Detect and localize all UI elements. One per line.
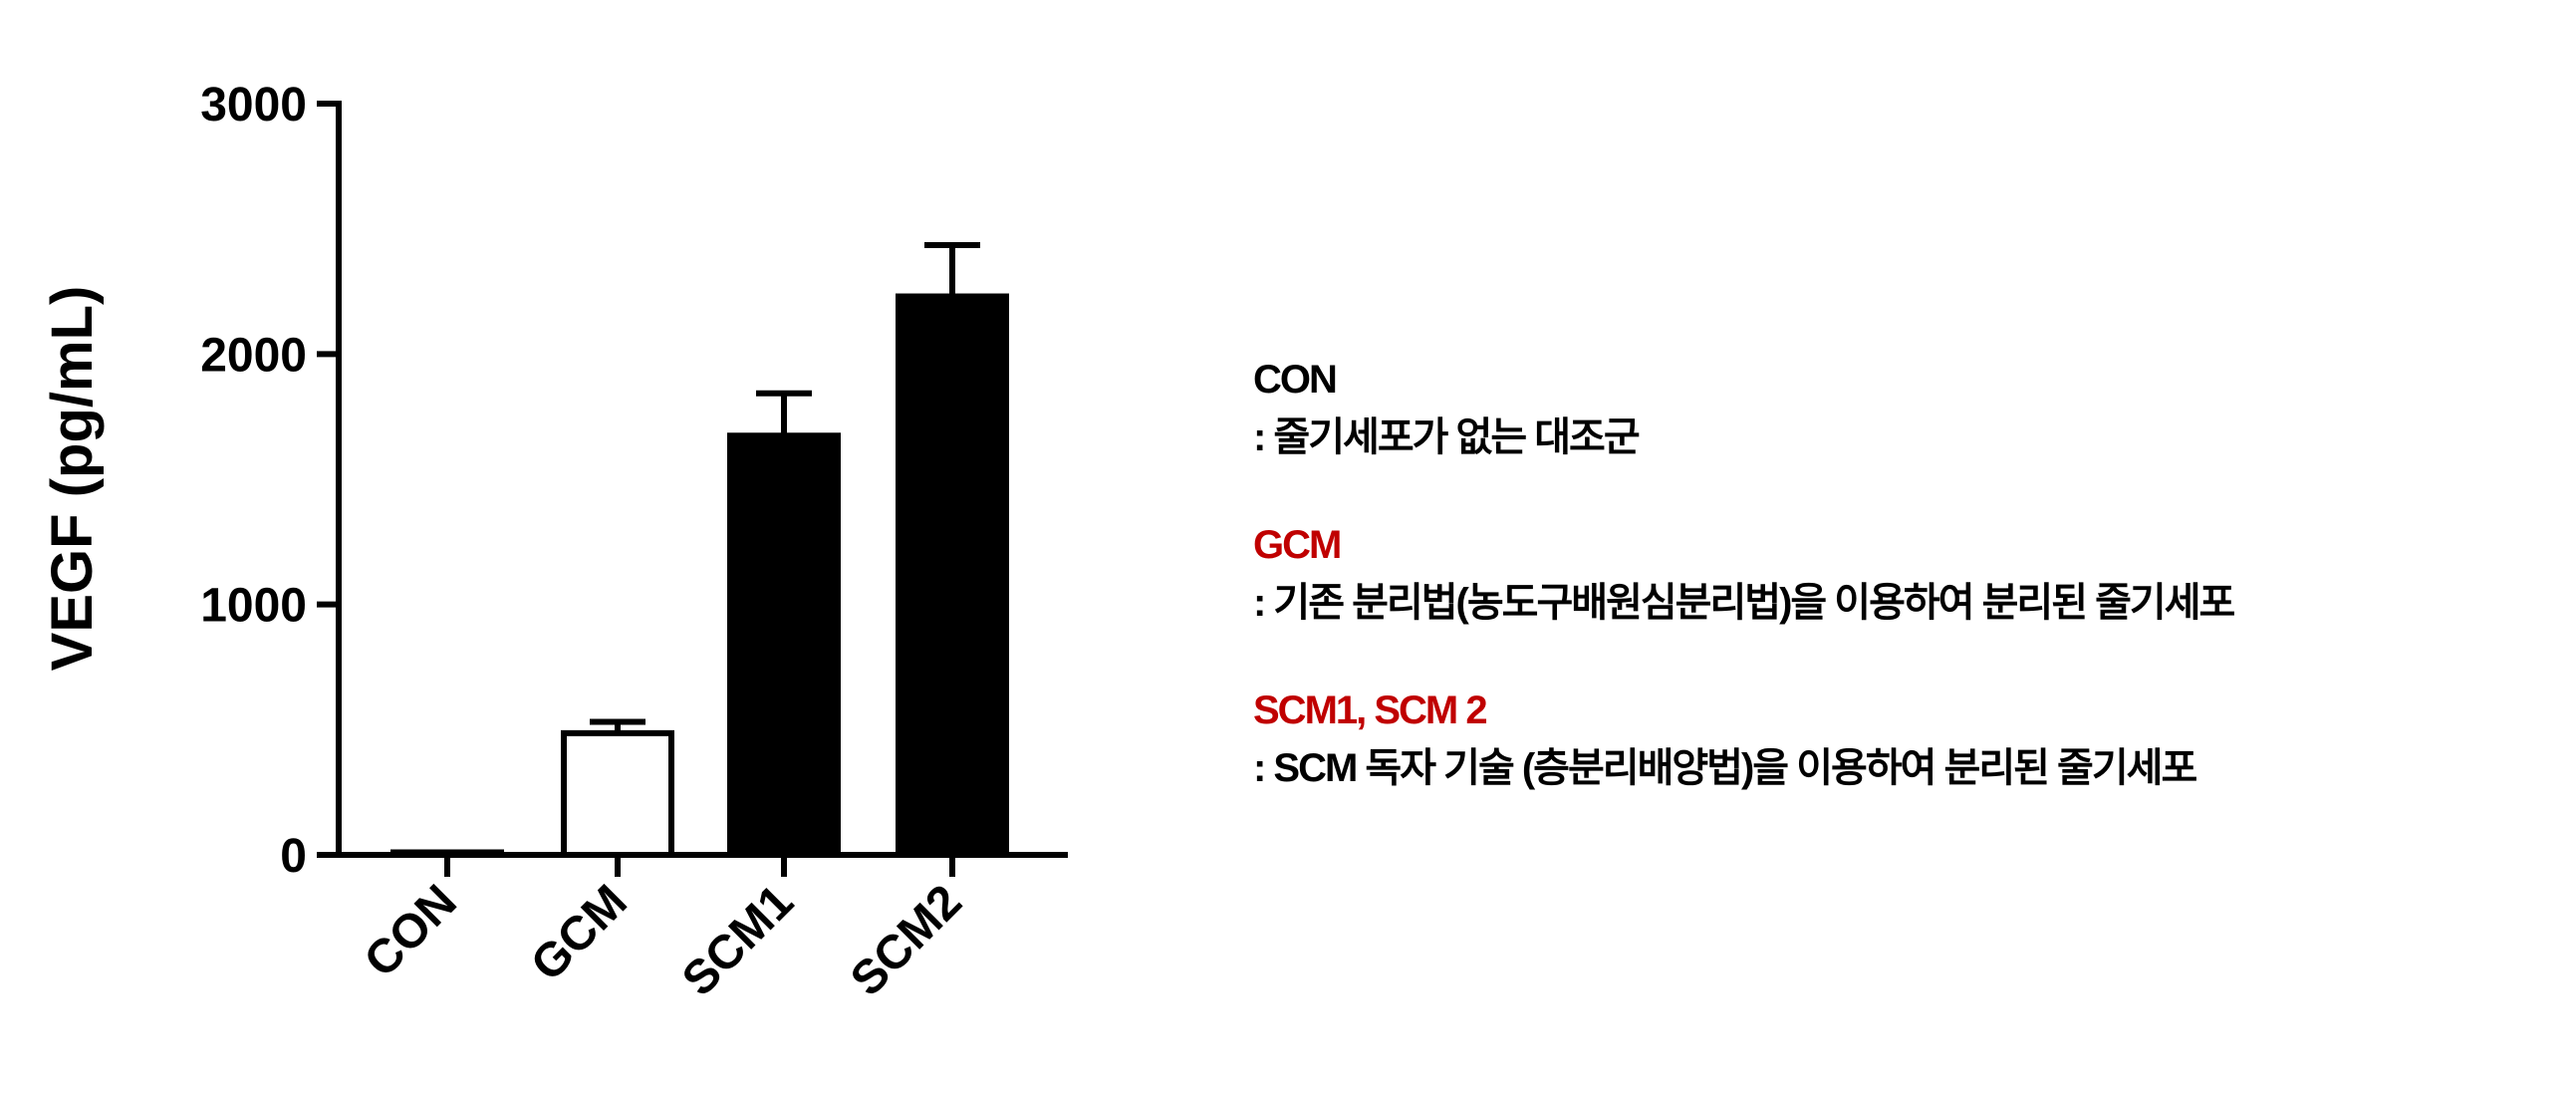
note-desc: : SCM 독자 기술 (층분리배양법)을 이용하여 분리된 줄기세포 (1253, 746, 2197, 790)
note-desc: : 줄기세포가 없는 대조군 (1253, 415, 1641, 459)
y-tick-label: 3000 (200, 79, 307, 132)
note-name: GCM (1253, 523, 1342, 567)
y-tick-label: 1000 (200, 580, 307, 633)
bar-con (390, 849, 504, 859)
note-con: CON : 줄기세포가 없는 대조군 (1253, 351, 2233, 466)
x-tick-label: CON (355, 875, 467, 987)
y-axis-label: VEGF (pg/mL) (40, 286, 105, 672)
note-name: SCM1, SCM 2 (1253, 688, 1488, 732)
note-scm: SCM1, SCM 2 : SCM 독자 기술 (층분리배양법)을 이용하여 분… (1253, 682, 2233, 797)
bar-scm1 (727, 432, 841, 858)
note-name: CON (1253, 358, 1338, 402)
note-gcm: GCM : 기존 분리법(농도구배원심분리법)을 이용하여 분리된 줄기세포 (1253, 516, 2235, 632)
x-tick-label: SCM2 (841, 875, 972, 1006)
bar-scm2 (896, 293, 1009, 858)
x-tick-label: SCM1 (672, 875, 804, 1006)
y-tick-label: 0 (280, 830, 307, 883)
x-tick-label: GCM (521, 875, 638, 991)
note-desc: : 기존 분리법(농도구배원심분리법)을 이용하여 분리된 줄기세포 (1253, 581, 2235, 625)
y-tick-label: 2000 (200, 329, 307, 382)
bar-gcm (561, 729, 674, 858)
legend-notes: CON : 줄기세포가 없는 대조군 GCM : 기존 분리법(농도구배원심분리… (1253, 351, 2235, 847)
